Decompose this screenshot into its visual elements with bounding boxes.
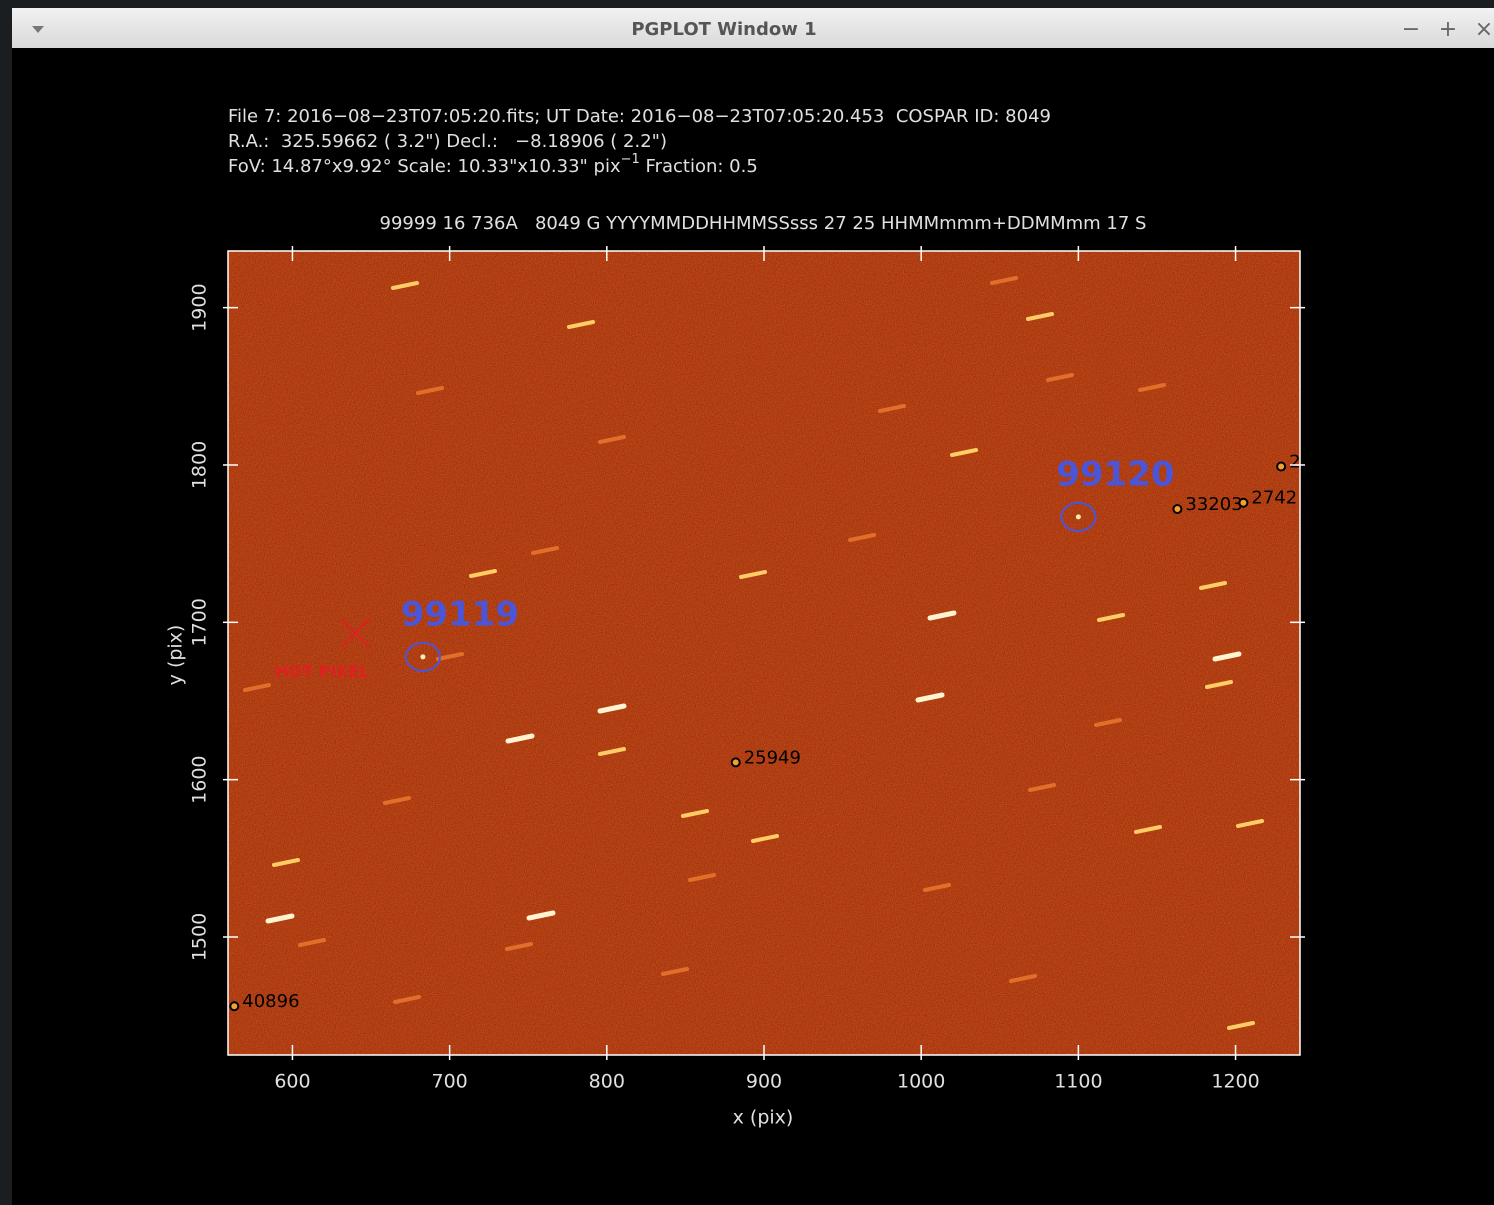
image-noise (228, 251, 1300, 1055)
minimize-button[interactable]: − (1402, 17, 1420, 42)
catalog-label: 2742 (1251, 488, 1297, 509)
page: PGPLOT Window 1 − + × File 7: 2016−08−23… (0, 0, 1494, 1205)
catalog-marker (230, 1002, 238, 1010)
y-tick-label: 1800 (189, 441, 211, 489)
x-tick-label: 1200 (1211, 1071, 1259, 1093)
catalog-marker (732, 758, 740, 766)
y-tick-label: 1700 (189, 598, 211, 646)
header-text: FoV: 14.87°x9.92° Scale: 10.33"x10.33" p… (228, 156, 621, 177)
x-tick-label: 1100 (1054, 1071, 1102, 1093)
x-tick-label: 600 (274, 1071, 310, 1093)
y-tick-label: 1900 (189, 283, 211, 331)
catalog-label: 33203 (1185, 494, 1242, 515)
x-tick-label: 800 (589, 1071, 625, 1093)
close-button[interactable]: × (1475, 17, 1493, 42)
detection-label: 99120 (1056, 454, 1174, 494)
detection-label: 99119 (401, 594, 519, 634)
screen: PGPLOT Window 1 − + × File 7: 2016−08−23… (0, 0, 1494, 1205)
y-tick-label: 1500 (189, 913, 211, 961)
detection-core (420, 654, 425, 659)
header-line: FoV: 14.87°x9.92° Scale: 10.33"x10.33" p… (228, 152, 758, 178)
catalog-label: 40896 (242, 991, 299, 1012)
x-tick-label: 1000 (897, 1071, 945, 1093)
plot-title: 99999 16 736A 8049 G YYYYMMDDHHMMSSsss 2… (380, 213, 1147, 234)
header-line: File 7: 2016−08−23T07:05:20.fits; UT Dat… (228, 106, 1051, 127)
hot-pixel-label: HOT PIXEL (275, 662, 370, 681)
maximize-button[interactable]: + (1439, 17, 1457, 42)
catalog-label: 25949 (744, 747, 801, 768)
x-tick-label: 900 (746, 1071, 782, 1093)
x-axis-label: x (pix) (733, 1107, 794, 1129)
window-title: PGPLOT Window 1 (631, 19, 816, 40)
catalog-label: 2 (1289, 452, 1300, 473)
catalog-marker (1239, 499, 1247, 507)
detection-core (1076, 514, 1081, 519)
x-tick-label: 700 (431, 1071, 467, 1093)
catalog-marker (1277, 463, 1285, 471)
y-tick-label: 1600 (189, 755, 211, 803)
catalog-marker (1173, 505, 1181, 513)
y-axis-label: y (pix) (165, 625, 187, 686)
header-text: Fraction: 0.5 (640, 156, 758, 177)
header-line: R.A.: 325.59662 ( 3.2") Decl.: −8.18906 … (228, 131, 667, 152)
header-superscript: −1 (621, 152, 640, 167)
